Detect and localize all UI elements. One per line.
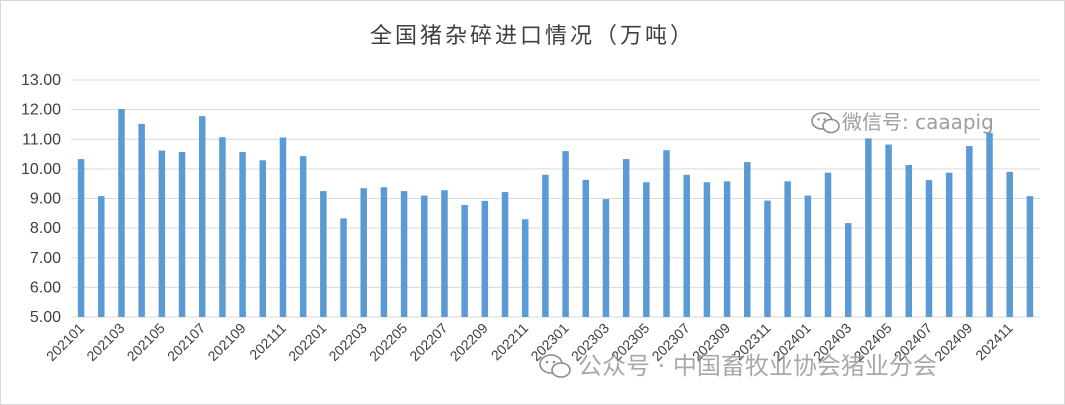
bar (178, 151, 186, 317)
bar (118, 109, 125, 317)
x-tick-label: 202203 (325, 320, 369, 364)
chart-title: 全国猪杂碎进口情况（万吨） (369, 24, 695, 49)
bar (259, 160, 267, 317)
bar (441, 190, 448, 317)
bar (239, 151, 246, 317)
wechat-icon (539, 354, 571, 378)
bar (804, 195, 812, 317)
bar (98, 196, 105, 317)
x-tick-label: 202301 (527, 320, 571, 364)
bar (219, 137, 226, 317)
x-tick-label: 202111 (246, 320, 289, 363)
x-tick-label: 202103 (83, 320, 127, 364)
bar (744, 162, 751, 317)
bar (461, 205, 468, 317)
bar (784, 181, 791, 317)
bar (723, 181, 731, 317)
x-tick-label: 202207 (406, 320, 450, 364)
x-tick-label: 202209 (447, 320, 491, 364)
bar (400, 191, 408, 317)
x-tick-label: 202107 (164, 320, 208, 364)
x-tick-label: 202201 (285, 320, 329, 364)
bar (1026, 196, 1034, 317)
bar (542, 174, 549, 317)
y-tick-label: 12.00 (21, 102, 61, 119)
wechat-icon (811, 112, 840, 134)
wechat-watermark-text: 微信号: caaapig (842, 110, 994, 134)
gridlines (71, 79, 1040, 318)
y-tick-label: 13.00 (21, 72, 61, 89)
bar (945, 172, 953, 317)
x-tick-label: 202211 (488, 320, 532, 364)
bar (905, 165, 913, 317)
y-tick-label: 7.00 (30, 250, 61, 267)
bar (1006, 171, 1013, 317)
bar (421, 195, 428, 317)
bar (77, 159, 85, 317)
bar (198, 116, 206, 317)
account-watermark: 公众号 · 中国畜牧业协会猪业分会 (539, 352, 937, 380)
y-tick-label: 5.00 (30, 309, 61, 326)
bar (582, 179, 590, 317)
bar (602, 199, 610, 317)
y-tick-label: 10.00 (21, 161, 61, 178)
x-tick-label: 202109 (204, 320, 248, 364)
bar (380, 187, 388, 317)
bar (844, 223, 852, 317)
bar (966, 146, 973, 317)
bar (622, 159, 630, 317)
bar (320, 191, 327, 317)
account-watermark-text: 公众号 · 中国畜牧业协会猪业分会 (578, 352, 937, 380)
bar (279, 137, 287, 317)
bar (683, 174, 690, 317)
watermarks: 微信号: caaapig 公众号 · 中国畜牧业协会猪业分会 (539, 110, 994, 380)
x-tick-label: 202409 (931, 320, 975, 364)
bar (299, 156, 307, 317)
bar (501, 191, 509, 317)
y-tick-label: 8.00 (30, 220, 61, 237)
bar (562, 151, 569, 317)
bar (663, 150, 670, 317)
x-tick-label: 202101 (43, 320, 87, 364)
y-tick-label: 9.00 (30, 191, 61, 208)
bar (764, 200, 771, 317)
bars (77, 109, 1034, 317)
y-tick-label: 6.00 (30, 279, 61, 296)
x-tick-label: 202205 (366, 320, 410, 364)
y-axis-ticks: 5.00 6.00 7.00 8.00 9.00 10.00 11.00 12.00 13.00 (21, 72, 61, 326)
bar (824, 172, 832, 317)
bar (340, 218, 347, 317)
bar (865, 138, 872, 317)
bar (885, 144, 892, 317)
bar (481, 200, 489, 317)
bar (360, 188, 367, 317)
bar (703, 182, 711, 317)
x-tick-label: 202411 (972, 320, 1016, 364)
bar (138, 123, 145, 317)
bar (925, 180, 933, 317)
wechat-watermark: 微信号: caaapig (811, 110, 994, 134)
y-tick-label: 11.00 (22, 131, 61, 148)
bar (158, 150, 166, 317)
x-tick-label: 202105 (124, 320, 168, 364)
bar (986, 132, 993, 317)
bar (521, 219, 529, 317)
bar (643, 182, 650, 317)
